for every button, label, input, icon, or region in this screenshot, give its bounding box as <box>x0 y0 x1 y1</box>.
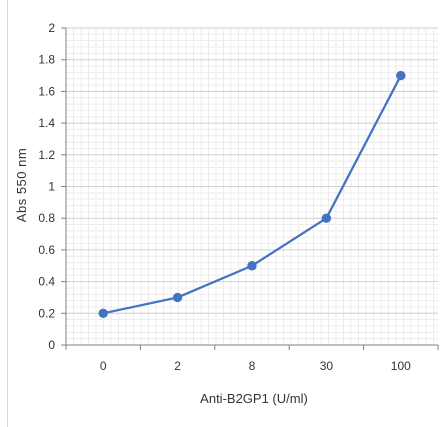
y-tick-label: 1.2 <box>38 148 55 162</box>
y-tick-label: 0.6 <box>38 243 55 257</box>
x-tick-labels: 0 2 8 30 100 <box>100 359 411 373</box>
data-point <box>396 70 406 81</box>
grid <box>66 27 438 346</box>
y-axis-title: Abs 550 nm <box>14 148 29 222</box>
x-tick-label: 8 <box>249 359 256 373</box>
series-line <box>102 74 402 315</box>
y-tick-label: 1.6 <box>38 84 55 98</box>
data-point <box>98 308 108 318</box>
y-tick-label: 1.4 <box>38 116 55 130</box>
data-series <box>98 70 406 318</box>
y-tick-label: 0.4 <box>38 275 55 289</box>
data-point <box>172 292 183 303</box>
data-point <box>247 261 257 271</box>
x-tick-label: 30 <box>320 359 334 373</box>
y-tick-label: 0.2 <box>38 306 55 320</box>
x-axis-title: Anti-B2GP1 (U/ml) <box>200 391 308 406</box>
data-point <box>321 213 332 223</box>
y-tick-label: 1.8 <box>38 53 55 67</box>
x-tick-label: 2 <box>174 359 181 373</box>
y-tick-labels: 0 0.2 0.4 0.6 0.8 1 1.2 1.4 1.6 1.8 2 <box>38 21 55 352</box>
axes <box>61 27 439 350</box>
chart-frame <box>7 0 441 427</box>
y-tick-label: 2 <box>48 21 55 35</box>
x-tick-label: 0 <box>100 359 107 373</box>
y-tick-label: 1 <box>48 180 55 194</box>
x-tick-label: 100 <box>391 359 411 373</box>
y-tick-label: 0.8 <box>38 211 55 225</box>
y-tick-label: 0 <box>48 338 55 352</box>
